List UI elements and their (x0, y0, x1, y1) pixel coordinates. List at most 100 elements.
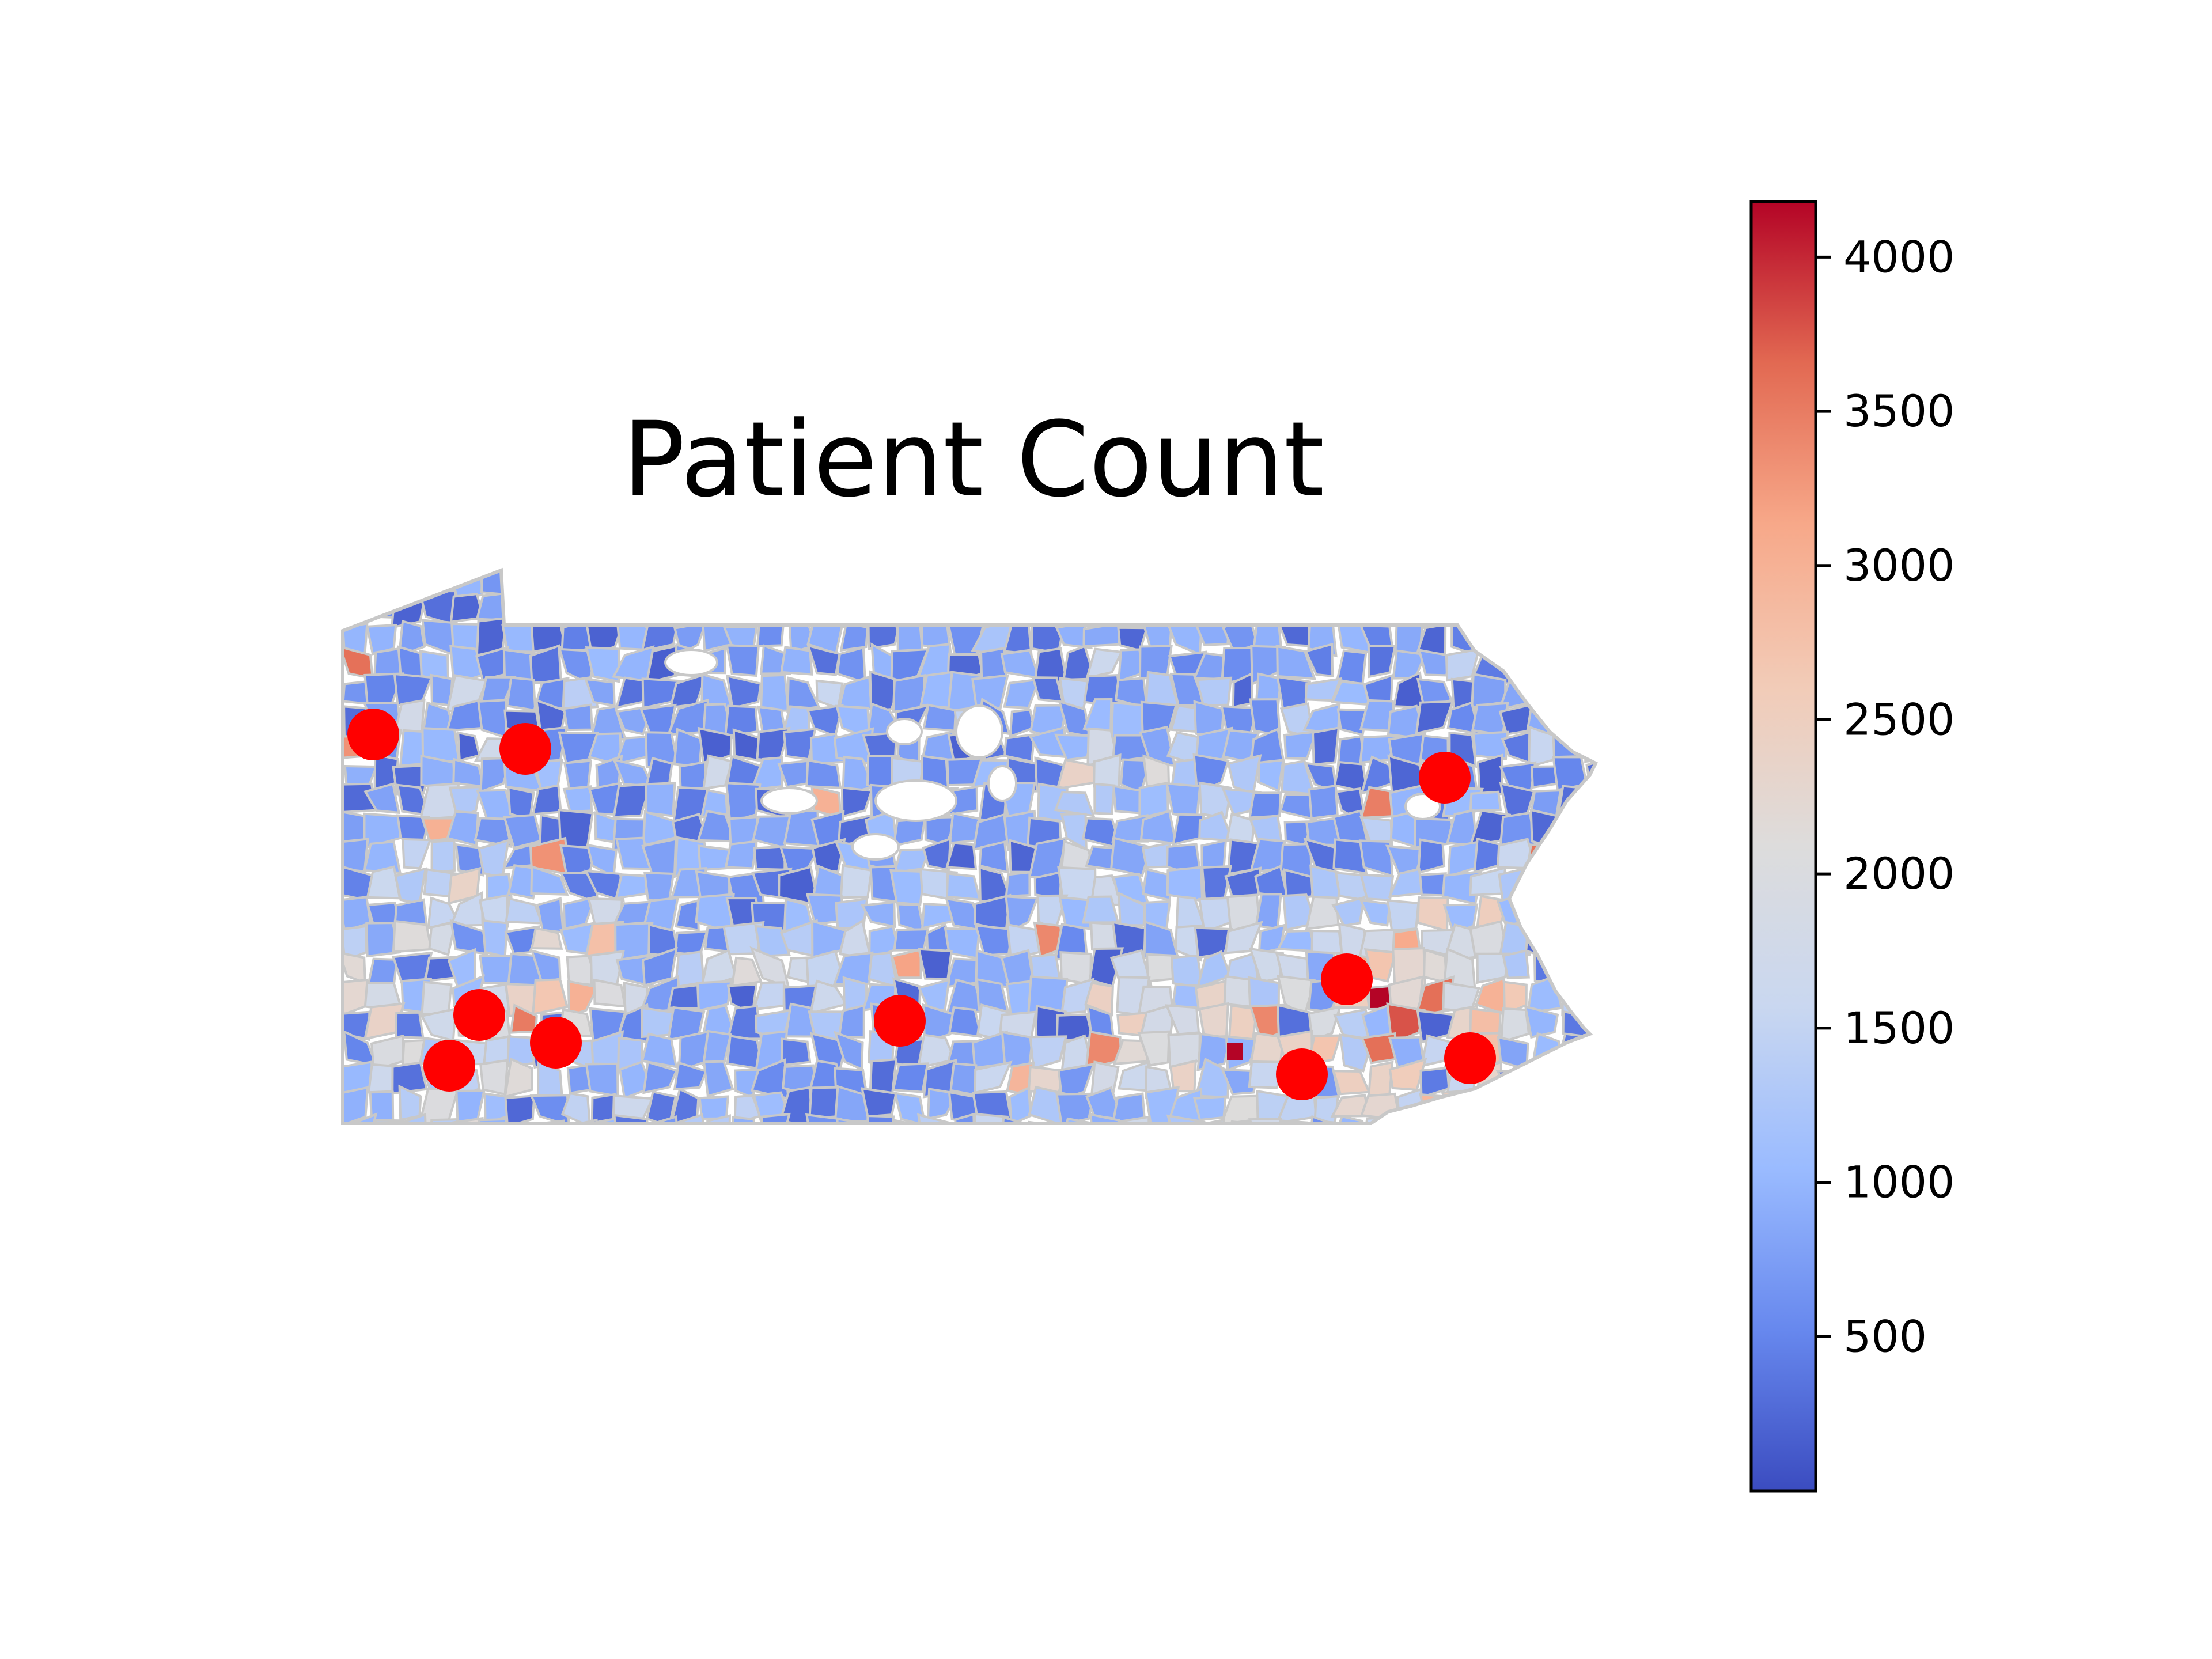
zip-region (860, 900, 896, 929)
zip-region (974, 924, 1014, 957)
zip-region (975, 570, 1013, 601)
zip-region (863, 588, 902, 623)
zip-region (891, 948, 922, 979)
zip-region (725, 674, 763, 710)
zip-region (642, 1060, 679, 1094)
zip-region (1109, 590, 1147, 623)
zip-region (697, 726, 733, 767)
state-outline (341, 567, 1599, 1125)
zip-region (1587, 873, 1596, 907)
zip-region (477, 1118, 510, 1123)
zip-region (917, 1113, 959, 1123)
zip-region (1580, 785, 1596, 813)
zip-region (787, 1120, 820, 1123)
zip-region (782, 570, 812, 600)
zip-region (1117, 891, 1146, 927)
zip-region (1224, 866, 1262, 898)
zip-region (478, 839, 510, 880)
zip-region (1587, 570, 1596, 597)
zip-region (1058, 676, 1092, 712)
zip-region (1304, 642, 1334, 677)
zip-region (840, 786, 873, 819)
zip-region (474, 817, 513, 849)
zip-region (560, 1092, 592, 1123)
zip-region (892, 817, 926, 847)
colorbar: 500 1000 1500 2000 2500 3000 3500 4000 (1749, 200, 1955, 1493)
no-data-area (664, 649, 718, 676)
zip-region (397, 620, 426, 658)
zip-region (1417, 838, 1446, 874)
zip-region (503, 1057, 533, 1099)
zip-region (1114, 1115, 1150, 1123)
zip-region (615, 676, 647, 710)
zip-region (815, 679, 844, 710)
zip-region (1278, 1119, 1310, 1123)
zip-region (698, 1095, 729, 1120)
pennsylvania-map (341, 567, 1599, 1125)
facility-marker (530, 1017, 582, 1069)
zip-region (725, 782, 762, 824)
zip-region (944, 570, 984, 595)
zip-region (1388, 1122, 1426, 1123)
zip-region (1027, 589, 1068, 624)
zip-region (674, 899, 700, 931)
zip-region (1117, 648, 1144, 683)
zip-region (1502, 949, 1530, 979)
zip-region (1203, 1118, 1226, 1123)
zip-region (832, 951, 874, 986)
zip-region (1031, 676, 1065, 703)
zip-region (367, 1063, 396, 1094)
zip-region (1471, 672, 1507, 709)
zip-region (452, 1116, 487, 1123)
zip-region (1118, 570, 1147, 602)
zip-region (674, 588, 707, 631)
zip-region (1527, 892, 1560, 932)
zip-region (1502, 980, 1528, 1017)
zip-region (532, 978, 569, 1016)
zip-region (724, 840, 758, 870)
zip-region (1530, 1060, 1562, 1095)
zip-region (505, 897, 544, 925)
colorbar-tick-label: 3000 (1843, 540, 1955, 591)
zip-region (1528, 670, 1565, 713)
zip-region (449, 919, 489, 956)
zip-region (1579, 979, 1596, 1013)
zip-region (1561, 842, 1593, 878)
zip-region (1306, 1115, 1338, 1123)
zip-region (477, 699, 507, 740)
zip-region (1502, 618, 1535, 654)
zip-region (641, 1032, 678, 1069)
zip-region (945, 872, 982, 901)
zip-region (1584, 675, 1596, 713)
zip-region (1201, 865, 1232, 901)
zip-region (893, 1092, 927, 1123)
no-data-area (851, 833, 900, 861)
zip-region (702, 754, 733, 790)
zip-region (1169, 1059, 1197, 1093)
zip-region (1332, 570, 1371, 595)
zip-region (866, 1115, 895, 1123)
zip-region (1471, 589, 1510, 624)
zip-region (1085, 647, 1123, 680)
zip-region (1305, 895, 1340, 931)
facility-markers (347, 709, 1496, 1100)
zip-region (562, 703, 594, 732)
zip-region (1469, 790, 1502, 812)
zip-region (1082, 895, 1120, 924)
zip-region (1330, 1115, 1372, 1123)
zip-region (457, 731, 481, 762)
zip-region (587, 1116, 623, 1123)
zip-region (1202, 596, 1232, 628)
zip-region (834, 570, 874, 601)
no-data-area (886, 718, 923, 745)
zip-region (868, 570, 903, 597)
zip-region (588, 590, 627, 624)
zip-region (1277, 592, 1308, 629)
zip-region (945, 842, 978, 870)
zip-region (1165, 570, 1201, 599)
zip-region (805, 759, 842, 789)
zip-region (504, 1094, 536, 1123)
zip-region (1006, 1061, 1035, 1097)
zip-region (1166, 1114, 1206, 1123)
zip-region (896, 570, 929, 601)
